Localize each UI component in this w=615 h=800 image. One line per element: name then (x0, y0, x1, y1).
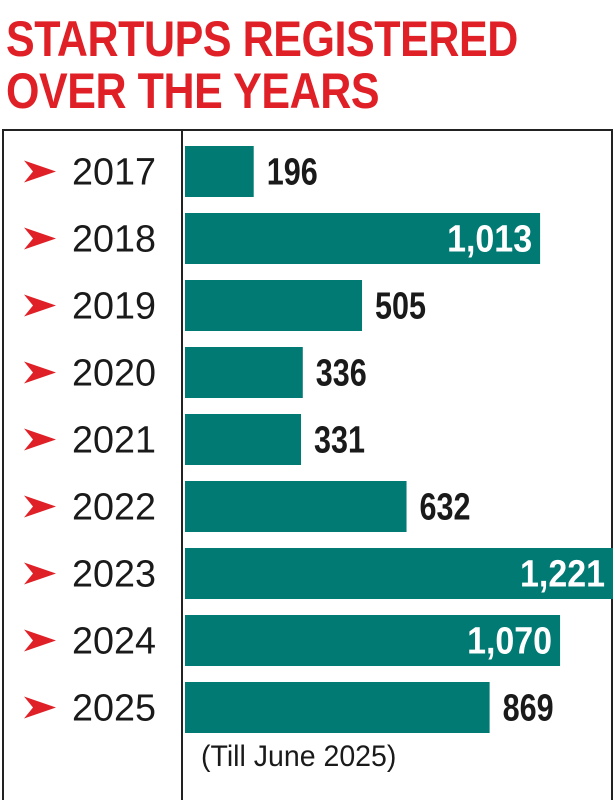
category-label: 2019 (72, 286, 156, 328)
category-label: 2023 (72, 554, 156, 596)
chart-area: 2017 196 2018 1,013 2019 505 2020 336 2021 331 202… (0, 128, 615, 800)
data-label: 1,070 (467, 621, 552, 663)
bar (185, 615, 561, 666)
bar (185, 414, 302, 465)
data-label: 336 (316, 353, 367, 395)
category-label: 2018 (72, 219, 156, 261)
bar (185, 481, 407, 532)
data-label: 869 (503, 688, 554, 730)
arrow-marker-icon (24, 361, 56, 384)
bar (185, 146, 254, 197)
bar (185, 213, 541, 264)
category-label: 2020 (72, 353, 156, 395)
data-label: 196 (267, 152, 318, 194)
chart-title-line-2: OVER THE YEARS (6, 63, 380, 119)
arrow-marker-icon (24, 294, 56, 317)
chart-title-line-1: STARTUPS REGISTERED (6, 11, 518, 67)
arrow-marker-icon (24, 562, 56, 585)
bar (185, 280, 363, 331)
category-label: 2025 (72, 688, 156, 730)
bar-chart: 2017 196 2018 1,013 2019 505 2020 336 2021 331 202… (2, 129, 613, 800)
data-label: 331 (314, 420, 365, 462)
arrow-marker-icon (24, 160, 56, 183)
arrow-marker-icon (24, 629, 56, 652)
chart-title: STARTUPS REGISTERED OVER THE YEARS (6, 14, 526, 118)
data-label: 505 (375, 286, 426, 328)
arrow-marker-icon (24, 696, 56, 719)
bar (185, 347, 303, 398)
arrow-marker-icon (24, 227, 56, 250)
category-label: 2024 (72, 621, 156, 663)
footnote: (Till June 2025) (201, 740, 397, 773)
bar (185, 548, 613, 599)
data-label: 632 (420, 487, 471, 529)
arrow-marker-icon (24, 428, 56, 451)
category-label: 2017 (72, 152, 156, 194)
category-label: 2022 (72, 487, 156, 529)
data-label: 1,221 (520, 554, 605, 596)
category-label: 2021 (72, 420, 156, 462)
data-label: 1,013 (447, 219, 532, 261)
arrow-marker-icon (24, 495, 56, 518)
bar (185, 682, 490, 733)
